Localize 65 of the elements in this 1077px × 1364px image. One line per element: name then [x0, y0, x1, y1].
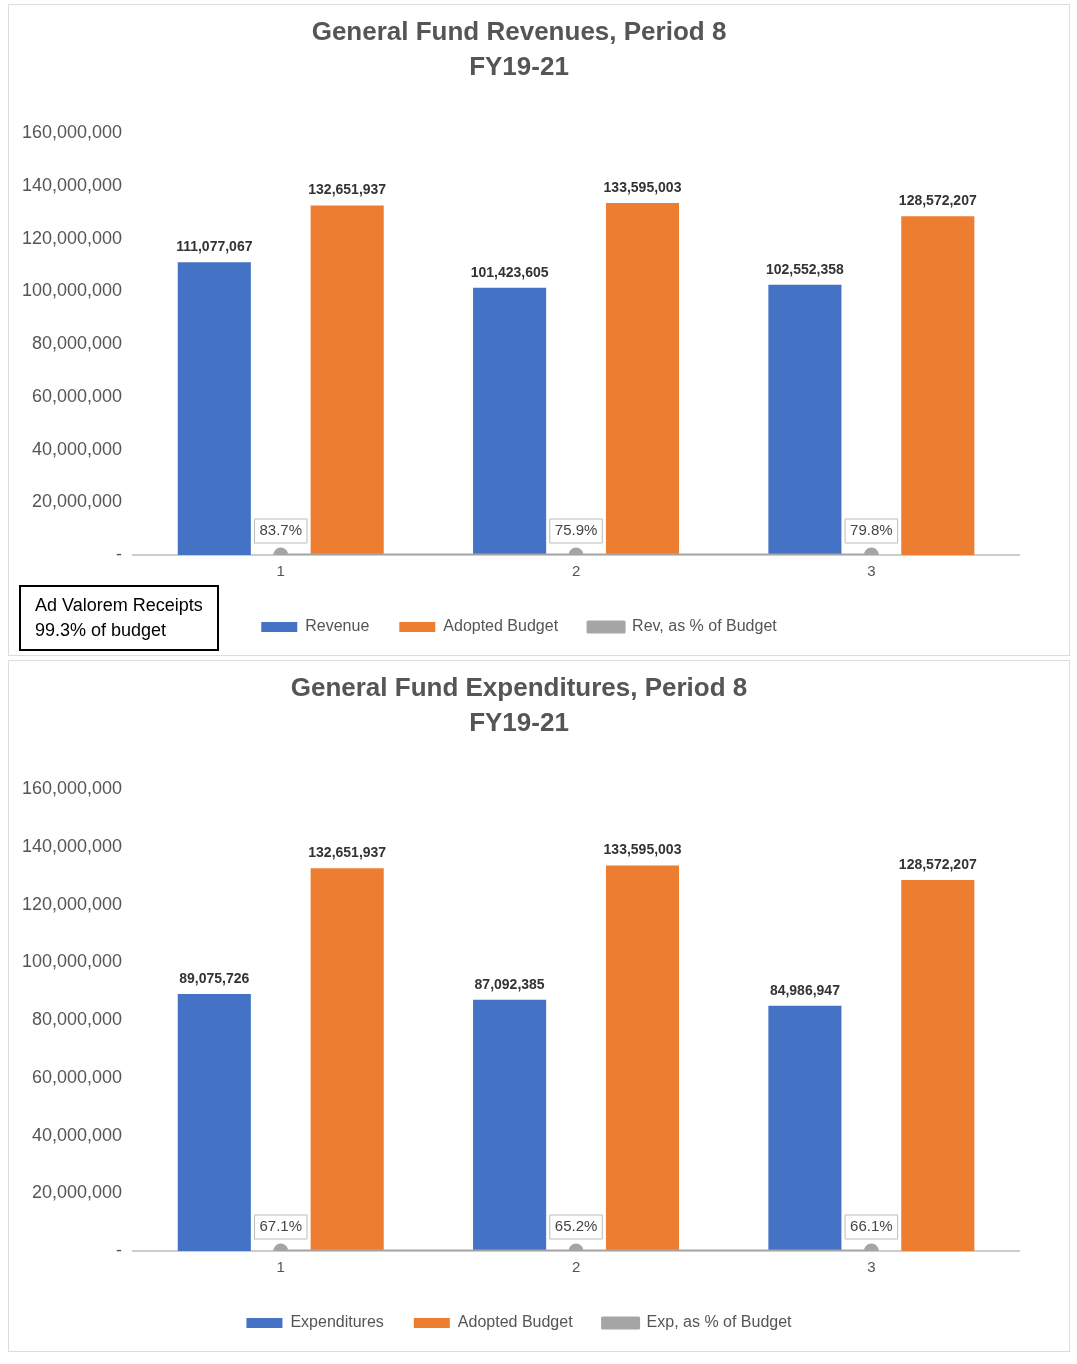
- data-label: 66.1%: [850, 1217, 893, 1235]
- y-tick-label: 60,000,000: [32, 1066, 123, 1087]
- y-tick-label: 160,000,000: [21, 122, 123, 143]
- bar: [901, 880, 975, 1251]
- data-label: 67.1%: [259, 1217, 303, 1235]
- data-label: 101,423,605: [470, 263, 549, 280]
- y-tick-label: 80,000,000: [32, 333, 123, 354]
- data-label: 133,595,003: [603, 841, 682, 858]
- x-tick-label: 3: [867, 1258, 876, 1276]
- y-tick-label: 100,000,000: [21, 280, 123, 301]
- y-tick-label: 120,000,000: [21, 227, 123, 248]
- x-tick-label: 2: [571, 1258, 581, 1276]
- legend-label: Rev, as % of Budget: [632, 617, 778, 635]
- bar: [901, 216, 975, 555]
- y-tick-label: 60,000,000: [32, 385, 123, 406]
- chart-subtitle: FY19-21: [469, 50, 569, 81]
- bar: [310, 868, 384, 1251]
- text: Ad Valorem Receipts 99.3% of budget: [19, 584, 219, 651]
- chart-title: General Fund Revenues, Period 8: [311, 15, 727, 46]
- y-tick-label: 160,000,000: [21, 778, 123, 799]
- y-tick-label: -: [116, 1239, 123, 1260]
- y-tick-label: 100,000,000: [21, 951, 123, 972]
- chart-subtitle: FY19-21: [469, 706, 569, 737]
- data-label: 111,077,067: [176, 238, 253, 255]
- x-tick-label: 1: [276, 1258, 285, 1276]
- data-label: 87,092,385: [474, 975, 545, 992]
- chart-title: General Fund Expenditures, Period 8: [290, 671, 748, 702]
- data-label: 75.9%: [554, 521, 598, 539]
- bar: [768, 284, 842, 555]
- legend-label: Adopted Budget: [443, 617, 559, 635]
- x-tick-label: 3: [867, 562, 876, 580]
- data-label: 128,572,207: [898, 855, 977, 872]
- bar: [473, 287, 547, 555]
- bar: [605, 865, 680, 1251]
- x-tick-label: 1: [276, 562, 285, 580]
- x-tick-label: 2: [571, 562, 581, 580]
- legend-label: Revenue: [305, 617, 370, 635]
- y-tick-label: 140,000,000: [21, 836, 123, 857]
- y-tick-label: 20,000,000: [32, 1182, 123, 1203]
- data-label: 65.2%: [554, 1217, 598, 1235]
- data-label: 132,651,937: [308, 181, 387, 198]
- data-label: 89,075,726: [179, 969, 250, 986]
- y-tick-label: 20,000,000: [32, 491, 123, 512]
- data-label: 128,572,207: [898, 192, 977, 209]
- bar: [177, 994, 251, 1251]
- bar: [310, 205, 384, 555]
- data-label: 133,595,003: [603, 178, 682, 195]
- y-tick-label: 40,000,000: [32, 438, 123, 459]
- y-tick-label: 40,000,000: [32, 1124, 123, 1145]
- y-tick-label: -: [116, 543, 123, 564]
- legend-label: Adopted Budget: [457, 1313, 574, 1331]
- legend-label: Expenditures: [290, 1313, 384, 1331]
- bar: [473, 999, 547, 1251]
- data-label: 83.7%: [259, 521, 303, 539]
- bar: [768, 1005, 842, 1251]
- bar: [605, 202, 680, 555]
- data-label: 132,651,937: [308, 844, 387, 861]
- data-label: 102,552,358: [765, 260, 845, 277]
- data-label: 84,986,947: [769, 981, 841, 998]
- data-label: 79.8%: [850, 521, 893, 539]
- bar: [177, 262, 251, 555]
- y-tick-label: 140,000,000: [21, 175, 123, 196]
- y-tick-label: 80,000,000: [32, 1009, 123, 1030]
- legend-label: Exp, as % of Budget: [646, 1313, 793, 1331]
- y-tick-label: 120,000,000: [21, 893, 123, 914]
